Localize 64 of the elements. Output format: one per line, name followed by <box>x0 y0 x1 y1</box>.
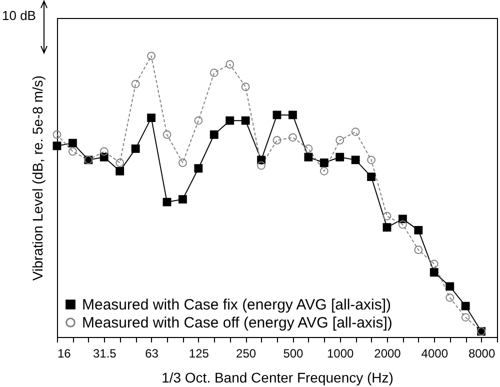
point <box>131 80 140 88</box>
x-tick-label: 250 <box>236 346 256 360</box>
point <box>178 158 187 167</box>
x-tick-label: 16 <box>58 346 72 360</box>
point <box>52 130 62 139</box>
legend-label: Measured with Case off (energy AVG [all-axis]) <box>82 314 392 332</box>
x-tick-label: 63 <box>145 346 159 360</box>
x-tick-label: 125 <box>188 346 210 360</box>
point <box>461 313 470 322</box>
x-tick-label: 8000 <box>468 346 496 360</box>
point <box>320 166 328 176</box>
point <box>367 172 376 182</box>
point <box>336 136 344 144</box>
text: 10 dB <box>2 8 36 23</box>
point <box>446 293 454 302</box>
point <box>398 220 407 229</box>
x-tick-label: 500 <box>283 346 304 360</box>
point <box>147 114 156 122</box>
point <box>304 152 313 162</box>
point <box>382 223 392 232</box>
point <box>68 138 77 148</box>
point <box>288 110 297 120</box>
point <box>446 282 454 291</box>
point <box>304 144 313 153</box>
point <box>226 116 234 125</box>
x-axis-title: 1/3 Oct. Band Center Frequency (Hz) <box>162 370 394 386</box>
x-tick-label: 2000 <box>374 346 402 360</box>
point <box>68 147 77 156</box>
y-axis-title: Vibration Level (dB, re. 5e-8 m/s) <box>30 75 46 281</box>
point <box>162 130 172 139</box>
point <box>336 152 344 162</box>
point <box>147 52 156 60</box>
point <box>162 198 172 206</box>
x-tick-label: 1000 <box>327 346 354 360</box>
point <box>351 156 360 164</box>
x-tick-label: 4000 <box>421 346 448 360</box>
point <box>210 68 218 78</box>
point <box>194 116 203 125</box>
point <box>52 142 62 150</box>
point <box>257 161 266 170</box>
point <box>241 116 250 125</box>
point <box>194 164 203 173</box>
point <box>461 302 470 310</box>
point <box>116 158 124 167</box>
point <box>430 268 438 277</box>
point <box>178 195 187 204</box>
point <box>382 212 392 220</box>
point <box>430 260 438 268</box>
point <box>414 226 423 234</box>
point <box>100 147 108 156</box>
point <box>367 156 376 164</box>
legend-label: Measured with Case fix (energy AVG [all-axis]) <box>82 296 392 314</box>
point <box>116 166 124 176</box>
point <box>351 128 360 136</box>
x-tick-label: 31.5 <box>92 346 117 360</box>
point <box>210 130 218 139</box>
point <box>272 110 282 120</box>
point <box>241 82 250 92</box>
point <box>272 136 282 144</box>
point <box>131 144 140 153</box>
point <box>288 133 297 142</box>
point <box>414 246 423 254</box>
point <box>226 60 234 69</box>
point <box>320 158 328 167</box>
